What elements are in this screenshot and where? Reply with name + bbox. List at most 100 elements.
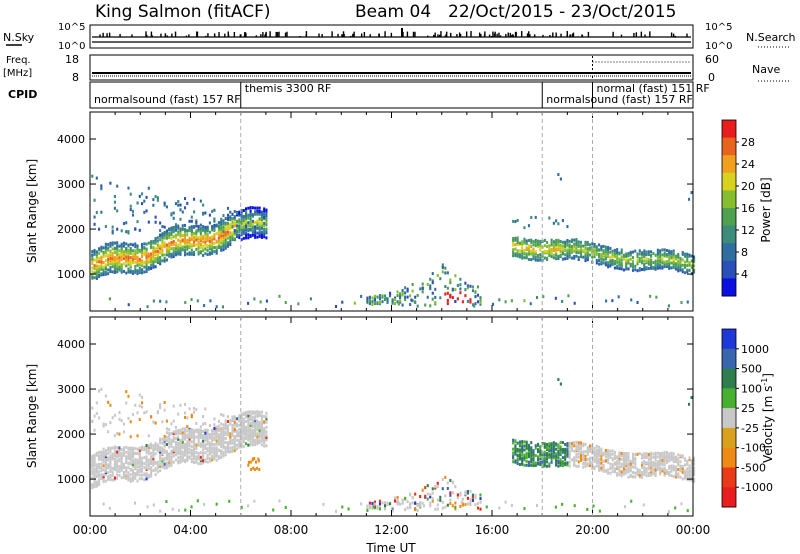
velocity-cell [168,458,171,462]
power-cell [625,265,628,269]
velocity-cell [272,508,275,512]
nsky-spike [640,31,643,37]
freq-tick-low: 8 [72,71,79,84]
velocity-cell [543,460,546,464]
velocity-cell [693,477,696,481]
velocity-cell [253,499,256,503]
power-cell [170,252,173,256]
power-cell [431,272,434,276]
power-cell [116,270,119,274]
power-cell [242,232,245,236]
power-cell [536,253,540,257]
power-cell [199,227,202,231]
power-cell [91,274,94,278]
power-cell [254,226,257,230]
velocity-cell [150,451,153,455]
power-cell [570,245,573,249]
power-cell [152,252,155,256]
power-cell [647,258,650,262]
power-cell [165,258,168,262]
power-cell [378,293,382,297]
power-cell [204,236,207,240]
velocity-cell [229,446,232,450]
power-cell [561,247,564,251]
power-cell [141,255,144,259]
velocity-cell [202,443,205,447]
velocity-cell [446,486,449,490]
power-cell [249,211,252,215]
power-cell [193,243,196,247]
velocity-cell [188,434,191,438]
velocity-cell [512,454,515,458]
power-cell [170,231,173,235]
power-cell [231,220,234,224]
velocity-cell [202,439,205,443]
power-cell [611,299,614,303]
velocity-cell [204,458,207,462]
velocity-cell [240,416,243,420]
velocity-cell [170,442,173,446]
velocity-cell [677,453,680,457]
power-cell [561,257,564,261]
velocity-cell [213,436,216,440]
power-cell [385,297,388,301]
power-cell [174,228,178,232]
velocity-cell [568,456,571,460]
velocity-cell [118,417,121,421]
velocity-cell [104,449,107,453]
power-cell [568,252,571,256]
power-cell [690,191,693,195]
velocity-cell [251,418,254,422]
velocity-cell [193,410,196,414]
velocity-cell [131,463,135,467]
power-cell [577,255,580,259]
power-cell [649,294,652,298]
power-cell [679,264,682,268]
velocity-cell [195,428,198,432]
power-cell [165,229,168,233]
power-cell [309,297,312,301]
power-cell [656,265,659,269]
velocity-cell [129,456,132,460]
power-cell [111,251,114,255]
power-cell [93,258,96,262]
velocity-cell [197,434,200,438]
power-cell [91,257,94,261]
power-cell [650,266,653,270]
velocity-cell [188,442,191,446]
power-cell [202,244,205,248]
velocity-cell [618,473,621,477]
velocity-cell [263,439,266,443]
velocity-cell [152,463,155,467]
velocity-cell [127,451,130,455]
velocity-cell [98,473,101,477]
power-cell [683,252,687,256]
velocity-cell [552,456,555,460]
velocity-cell [258,429,261,433]
nsky-spike [569,34,571,37]
velocity-cell [242,429,245,433]
power-cell [611,249,614,253]
velocity-cell [512,456,515,460]
x-tick-label: 16:00 [475,523,510,537]
power-cell [681,270,684,274]
velocity-cell [116,431,119,435]
velocity-cell [575,455,578,459]
power-cell [516,218,519,222]
velocity-cell [416,503,419,507]
power-cell [297,302,300,306]
velocity-cell [383,504,387,508]
power-cell [557,238,560,242]
power-cell [516,241,519,245]
velocity-cell [527,443,531,447]
power-cell [111,270,114,274]
velocity-cell [150,458,153,462]
velocity-cell [557,446,560,450]
power-cell [459,283,462,287]
velocity-cell [109,476,112,480]
nsky-spike [321,33,323,37]
velocity-cell [554,505,557,509]
velocity-cell [431,491,434,495]
power-cell [108,297,111,301]
velocity-cell [584,457,587,461]
